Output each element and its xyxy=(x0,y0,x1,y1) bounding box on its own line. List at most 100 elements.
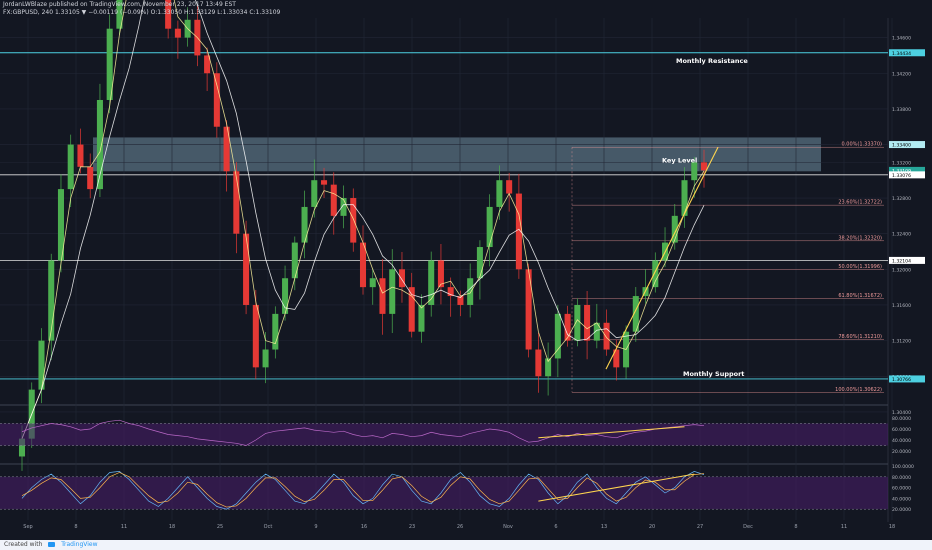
price-tick-label: 1.33800 xyxy=(892,107,911,113)
bullish-candle xyxy=(428,260,435,305)
date-tick-label: Oct xyxy=(264,524,273,530)
footer-brand[interactable]: TradingView xyxy=(61,541,98,548)
bearish-candle xyxy=(564,313,571,341)
price-tick-label: 1.30400 xyxy=(892,410,911,416)
bullish-candle xyxy=(554,313,561,359)
bullish-candle xyxy=(48,260,55,341)
date-tick-label: Nov xyxy=(503,524,513,530)
price-tick-label: 1.31200 xyxy=(892,339,911,345)
bullish-candle xyxy=(418,304,425,332)
bearish-candle xyxy=(584,304,591,341)
bullish-candle xyxy=(38,340,45,390)
stoch-k-line xyxy=(21,471,705,510)
monthly-support-annotation: Monthly Support xyxy=(683,370,744,378)
bullish-candle xyxy=(476,247,483,279)
bullish-candle xyxy=(282,278,289,314)
bullish-candle xyxy=(691,162,698,181)
bearish-candle xyxy=(398,269,405,288)
rsi-line xyxy=(21,419,705,446)
date-tick-label: 18 xyxy=(169,524,175,530)
monthly-resistance-annotation: Monthly Resistance xyxy=(676,57,748,65)
date-tick-label: 23 xyxy=(409,524,415,530)
bullish-candle xyxy=(632,296,639,332)
bearish-candle xyxy=(223,126,230,172)
price-tick-label: 1.33200 xyxy=(892,160,911,166)
bearish-candle xyxy=(204,55,211,74)
stoch-tick-label: 100.0000 xyxy=(892,464,914,470)
fib-level-label: 78.60%(1.31210) xyxy=(838,334,882,340)
resistance-zone xyxy=(93,137,821,172)
bullish-candle xyxy=(67,144,74,190)
zone-price-flag: 1.33400 xyxy=(892,143,911,149)
date-tick-label: 26 xyxy=(457,524,463,530)
fib-level-label: 38.20%(1.32320) xyxy=(838,235,882,241)
key-level-price-flag-bg xyxy=(889,171,925,179)
fib-level-label: 23.60%(1.32722) xyxy=(838,200,882,206)
bearish-candle xyxy=(525,269,532,350)
date-tick-label: Sep xyxy=(23,524,32,530)
bullish-candle xyxy=(18,438,26,457)
bearish-candle xyxy=(408,287,415,332)
bullish-candle xyxy=(574,304,581,341)
bearish-candle xyxy=(350,198,357,243)
bullish-candle xyxy=(301,206,308,243)
rising-support-trendline xyxy=(605,146,719,370)
bearish-candle xyxy=(77,144,84,167)
price-tick-label: 1.32800 xyxy=(892,196,911,202)
fib-level-label: 0.00%(1.33370) xyxy=(842,142,883,148)
footer-bar: Created with TradingView xyxy=(0,540,932,550)
fib-level-label: 50.00%(1.31996) xyxy=(838,264,882,270)
tradingview-logo-icon xyxy=(48,542,56,547)
bullish-candle xyxy=(106,28,113,100)
publisher-line: JordanLWBlaze published on TradingView.c… xyxy=(3,1,236,8)
date-tick-label: 20 xyxy=(649,524,655,530)
rsi-tick-label: 20.0000 xyxy=(892,449,911,455)
stoch-d-line xyxy=(21,472,705,508)
support-price-flag-bg xyxy=(889,375,925,383)
rsi-tick-label: 80.0000 xyxy=(892,416,911,422)
bullish-candle xyxy=(389,269,396,314)
stoch-trendline xyxy=(538,473,695,502)
bullish-candle xyxy=(96,99,103,190)
bullish-candle xyxy=(369,278,376,288)
date-tick-label: 11 xyxy=(841,524,847,530)
bullish-candle xyxy=(262,349,269,368)
bearish-candle xyxy=(87,166,94,190)
symbol-line: FX:GBPUSD, 240 1.33105 ▼ −0.00119 (−0.09… xyxy=(3,9,281,16)
bearish-candle xyxy=(603,322,610,350)
level-price-flag: 1.32104 xyxy=(892,258,911,264)
bearish-candle xyxy=(457,296,464,305)
current-price-flag-bg xyxy=(889,166,925,174)
bearish-candle xyxy=(515,193,522,270)
fib-level-label: 61.80%(1.31672) xyxy=(838,293,882,299)
bearish-candle xyxy=(447,287,454,297)
bearish-candle xyxy=(379,278,386,314)
bullish-candle xyxy=(311,180,318,207)
price-tick-label: 1.34200 xyxy=(892,71,911,77)
bearish-candle xyxy=(233,171,240,234)
bearish-candle xyxy=(359,242,367,288)
date-tick-label: 27 xyxy=(697,524,703,530)
price-tick-label: 1.32000 xyxy=(892,267,911,273)
key-level-price-flag: 1.33076 xyxy=(892,173,911,179)
bullish-candle xyxy=(671,215,678,243)
bullish-candle xyxy=(116,0,123,29)
price-tick-label: 1.32400 xyxy=(892,232,911,238)
price-tick-label: 1.31600 xyxy=(892,303,911,309)
bullish-candle xyxy=(57,189,64,261)
date-tick-label: 11 xyxy=(121,524,127,530)
stoch-tick-label: 40.0000 xyxy=(892,496,911,502)
support-price-flag: 1.30766 xyxy=(892,377,911,383)
date-tick-label: Dec xyxy=(743,524,753,530)
zone-price-flag-bg xyxy=(889,141,925,149)
bearish-candle xyxy=(535,349,542,377)
bearish-candle xyxy=(165,0,172,29)
stoch-band xyxy=(0,476,888,510)
bullish-candle xyxy=(681,180,688,216)
stoch-tick-label: 60.0000 xyxy=(892,486,911,492)
resistance-price-flag: 1.34434 xyxy=(892,51,911,57)
resistance-price-flag-bg xyxy=(889,49,925,57)
date-tick-label: 18 xyxy=(889,524,895,530)
